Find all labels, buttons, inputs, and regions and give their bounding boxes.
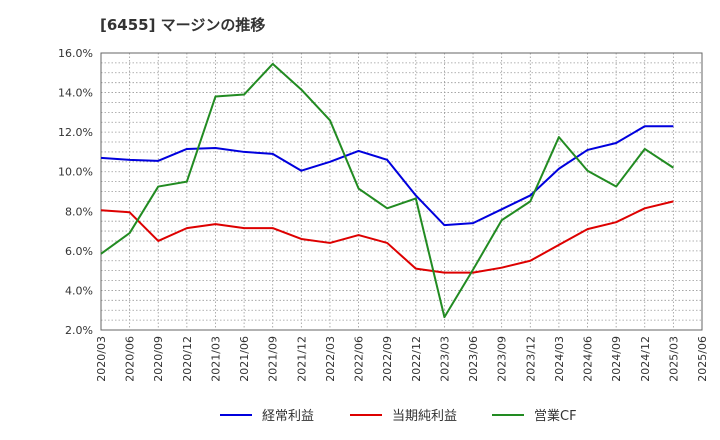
x-tick-label: 2020/06 (124, 336, 137, 382)
x-tick-label: 2024/09 (610, 336, 623, 382)
x-tick-label: 2024/12 (639, 336, 652, 382)
x-tick-label: 2023/03 (438, 336, 451, 382)
plot-frame (100, 52, 703, 331)
x-tick-label: 2020/12 (181, 336, 194, 382)
y-tick-label: 2.0% (65, 324, 93, 337)
x-tick-label: 2021/03 (209, 336, 222, 382)
y-tick-label: 10.0% (58, 166, 93, 179)
x-tick-label: 2023/09 (496, 336, 509, 382)
x-tick-label: 2021/09 (267, 336, 280, 382)
y-tick-label: 12.0% (58, 126, 93, 139)
x-tick-label: 2024/06 (582, 336, 595, 382)
legend-label: 営業CF (534, 408, 577, 424)
x-tick-label: 2022/09 (381, 336, 394, 382)
y-tick-label: 16.0% (58, 47, 93, 60)
series-layer (100, 62, 674, 319)
x-axis: 2020/03 2020/06 2020/09 2020/12 2021/03 2021/… (95, 336, 709, 382)
y-tick-label: 14.0% (58, 87, 93, 100)
y-tick-label: 6.0% (65, 245, 93, 258)
grid (100, 52, 703, 331)
x-tick-label: 2023/06 (467, 336, 480, 382)
legend-label: 経常利益 (262, 409, 314, 424)
x-tick-label: 2025/03 (667, 336, 680, 382)
chart-title: [6455] マージンの推移 (100, 16, 266, 34)
legend: 経常利益 当期純利益 営業CF (220, 408, 577, 424)
x-tick-label: 2022/12 (410, 336, 423, 382)
x-tick-label: 2020/03 (95, 336, 108, 382)
y-tick-label: 4.0% (65, 284, 93, 297)
x-tick-label: 2021/06 (238, 336, 251, 382)
series-line (100, 200, 674, 274)
x-tick-label: 2022/03 (324, 336, 337, 382)
series-line (100, 125, 674, 227)
y-axis: 2.0% 4.0% 6.0% 8.0% 10.0% 12.0% 14.0% 16.0% (58, 47, 93, 337)
series-line (100, 62, 674, 319)
x-tick-label: 2021/12 (295, 336, 308, 382)
x-tick-label: 2023/12 (524, 336, 537, 382)
x-tick-label: 2022/06 (353, 336, 366, 382)
x-tick-label: 2020/09 (152, 336, 165, 382)
x-tick-label: 2025/06 (696, 336, 709, 382)
y-tick-label: 8.0% (65, 205, 93, 218)
x-tick-label: 2024/03 (553, 336, 566, 382)
legend-label: 当期純利益 (392, 409, 457, 424)
